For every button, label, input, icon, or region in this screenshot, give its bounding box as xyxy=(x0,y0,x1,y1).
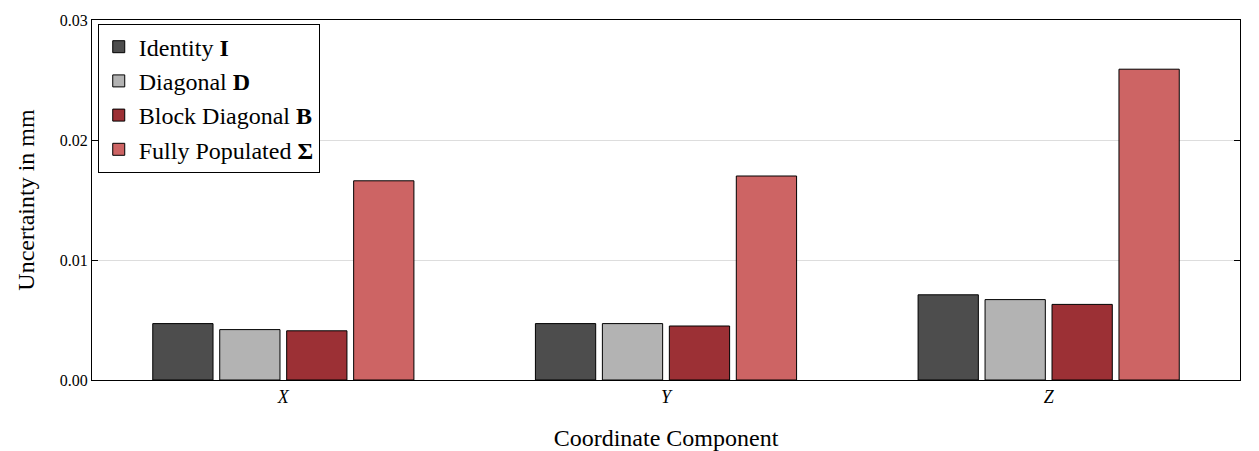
svg-text:0.00: 0.00 xyxy=(60,372,88,389)
svg-text:0.03: 0.03 xyxy=(60,12,88,29)
svg-text:Z: Z xyxy=(1044,387,1055,407)
svg-text:Identity I: Identity I xyxy=(139,35,229,61)
svg-text:0.02: 0.02 xyxy=(60,132,88,149)
svg-text:0.01: 0.01 xyxy=(60,252,88,269)
svg-text:Diagonal D: Diagonal D xyxy=(139,69,250,95)
svg-text:X: X xyxy=(277,387,290,407)
svg-text:Y: Y xyxy=(661,387,673,407)
svg-text:Coordinate Component: Coordinate Component xyxy=(554,425,779,451)
svg-text:Uncertainty in mm: Uncertainty in mm xyxy=(13,109,39,291)
svg-text:Block Diagonal B: Block Diagonal B xyxy=(139,103,312,129)
svg-text:Fully Populated Σ: Fully Populated Σ xyxy=(139,138,313,164)
